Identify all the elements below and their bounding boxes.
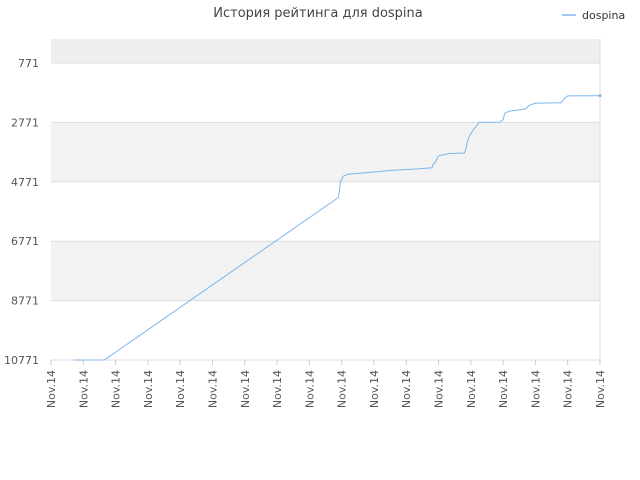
x-tick-label: Nov.14 bbox=[368, 370, 381, 408]
x-tick-label: Nov.14 bbox=[45, 370, 58, 408]
y-tick-label: 771 bbox=[18, 57, 39, 70]
x-tick-label: Nov.14 bbox=[271, 370, 284, 408]
y-tick-label: 6771 bbox=[11, 235, 39, 248]
plot-band bbox=[51, 300, 600, 360]
series-layer bbox=[73, 94, 602, 361]
series-point-last bbox=[598, 94, 602, 98]
plot-band bbox=[51, 63, 600, 123]
x-tick-label: Nov.14 bbox=[110, 370, 123, 408]
x-tick-label: Nov.14 bbox=[497, 370, 510, 408]
x-tick-label: Nov.14 bbox=[465, 370, 478, 408]
y-axis-ticks: 771 2771 4771 6771 8771 10771 bbox=[4, 57, 39, 367]
x-tick-label: Nov.14 bbox=[142, 370, 155, 408]
grid-lines bbox=[51, 39, 601, 361]
x-tick-label: Nov.14 bbox=[303, 370, 316, 408]
y-tick-label: 8771 bbox=[11, 295, 39, 308]
x-tick-label: Nov.14 bbox=[77, 370, 90, 408]
x-tick-label: Nov.14 bbox=[336, 370, 349, 408]
x-tick-label: Nov.14 bbox=[206, 370, 219, 408]
plot-band bbox=[51, 181, 600, 242]
chart-title: История рейтинга для dospina bbox=[213, 6, 423, 21]
y-tick-label: 4771 bbox=[11, 176, 39, 189]
y-tick-label: 10771 bbox=[4, 354, 39, 367]
x-tick-label: Nov.14 bbox=[174, 370, 187, 408]
y-tick-label: 2771 bbox=[11, 116, 39, 129]
x-tick-label: Nov.14 bbox=[594, 370, 607, 408]
x-tick-label: Nov.14 bbox=[239, 370, 252, 408]
x-tick-label: Nov.14 bbox=[529, 370, 542, 408]
plot-background bbox=[51, 39, 600, 360]
plot-band-top bbox=[51, 39, 600, 63]
plot-band bbox=[51, 241, 600, 301]
x-tick-label: Nov.14 bbox=[433, 370, 446, 408]
x-axis-ticks: Nov.14 Nov.14 Nov.14 Nov.14 Nov.14 Nov.14 Nov.… bbox=[45, 360, 607, 408]
x-tick-label: Nov.14 bbox=[400, 370, 413, 408]
legend[interactable]: dospina bbox=[562, 9, 625, 22]
x-tick-label: Nov.14 bbox=[562, 370, 575, 408]
plot-band bbox=[51, 122, 600, 182]
legend-label-dospina: dospina bbox=[582, 9, 625, 22]
series-line-dospina[interactable] bbox=[73, 95, 601, 361]
